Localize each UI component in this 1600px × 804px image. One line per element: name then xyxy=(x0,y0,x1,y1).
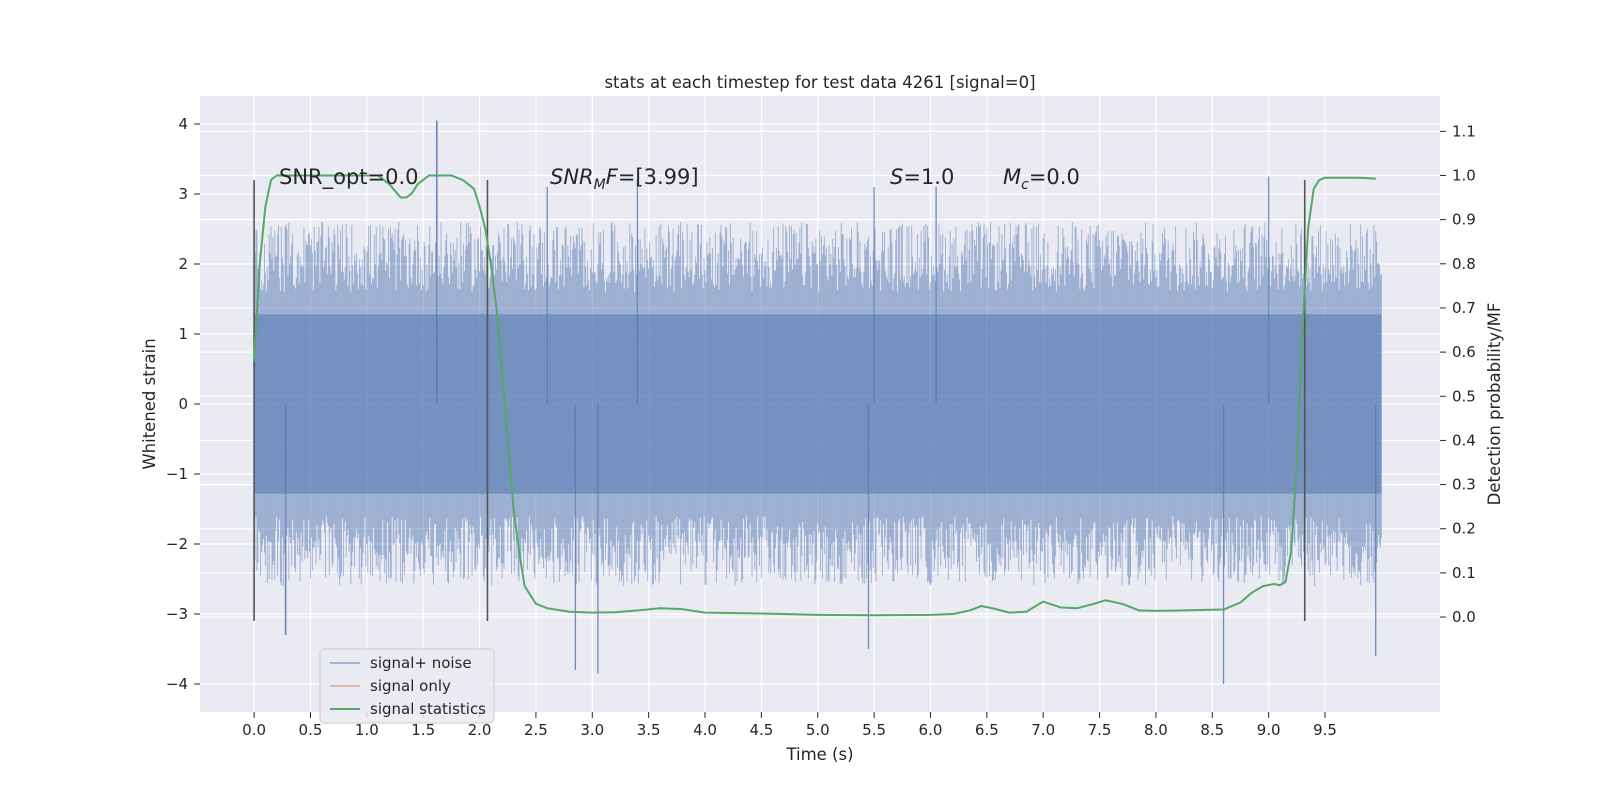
x-tick-label: 4.5 xyxy=(749,721,773,739)
y-tick-label: 2 xyxy=(178,255,188,273)
annotation-s-value: =1.0 xyxy=(903,165,954,189)
y-tick-label: −4 xyxy=(166,675,188,693)
x-tick-label: 7.0 xyxy=(1031,721,1055,739)
chart-title: stats at each timestep for test data 426… xyxy=(604,73,1035,92)
x-tick-label: 6.0 xyxy=(919,721,943,739)
x-tick-label: 4.0 xyxy=(693,721,717,739)
annotation-s: S=1.0 xyxy=(890,165,954,189)
annotation-snr-mf-symbol: SNR xyxy=(550,165,594,189)
statistics-line xyxy=(253,174,1376,617)
legend-label-signal-only: signal only xyxy=(370,677,451,695)
y-right-axis-ticks: 1.1 1.0 0.9 0.8 0.7 0.6 0.5 0.4 0.3 0.2 0.1 0.0 xyxy=(1440,122,1476,626)
statistics-series xyxy=(253,174,1376,617)
x-tick-label: 1.0 xyxy=(355,721,379,739)
y-tick-label: −3 xyxy=(166,605,188,623)
x-tick-label: 9.0 xyxy=(1257,721,1281,739)
y-tick-label: 0 xyxy=(178,395,188,413)
y-right-tick-label: 0.0 xyxy=(1452,608,1476,626)
legend-label-noise: signal+ noise xyxy=(370,654,472,672)
x-tick-label: 0.5 xyxy=(299,721,323,739)
annotation-snr-mf: SNRMF=[3.99] xyxy=(550,165,699,193)
y-axis-ticks: 4 3 2 1 0 −1 −2 −3 −4 xyxy=(166,115,200,693)
vertical-markers xyxy=(253,180,1306,621)
legend-box xyxy=(319,648,495,724)
x-tick-label: 2.0 xyxy=(468,721,492,739)
x-tick-label: 6.5 xyxy=(975,721,999,739)
y-right-tick-label: 1.1 xyxy=(1452,122,1476,140)
y-tick-label: 4 xyxy=(178,115,188,133)
y-right-tick-label: 0.7 xyxy=(1452,299,1476,317)
annotation-snr-mf-suffix: F xyxy=(606,165,619,189)
annotation-s-symbol: S xyxy=(890,165,903,189)
y-tick-label: −2 xyxy=(166,535,188,553)
x-tick-label: 3.0 xyxy=(580,721,604,739)
noise-envelope xyxy=(254,314,1382,494)
y-right-tick-label: 0.8 xyxy=(1452,255,1476,273)
annotation-mc: Mc=0.0 xyxy=(1003,165,1080,193)
annotation-snr-mf-subscript: M xyxy=(594,177,606,193)
legend-label-statistics: signal statistics xyxy=(370,700,486,718)
x-tick-label: 8.5 xyxy=(1200,721,1224,739)
noise-series xyxy=(253,120,1382,684)
y-tick-label: 1 xyxy=(178,325,188,343)
y-right-tick-label: 0.4 xyxy=(1452,431,1476,449)
y-right-tick-label: 0.5 xyxy=(1452,387,1476,405)
annotation-mc-value: =0.0 xyxy=(1029,165,1080,189)
x-tick-label: 5.5 xyxy=(862,721,886,739)
annotation-mc-subscript: c xyxy=(1021,177,1029,193)
y-right-tick-label: 0.1 xyxy=(1452,564,1476,582)
x-tick-label: 7.5 xyxy=(1088,721,1112,739)
annotation-snr-opt: SNR_opt=0.0 xyxy=(279,165,419,190)
x-tick-label: 5.0 xyxy=(806,721,830,739)
x-tick-label: 9.5 xyxy=(1313,721,1337,739)
y-tick-label: −1 xyxy=(166,465,188,483)
y-right-tick-label: 0.3 xyxy=(1452,476,1476,494)
x-axis-ticks: 0.0 0.5 1.0 1.5 2.0 2.5 3.0 3.5 4.0 4.5 5.0 5.5 6.0 6… xyxy=(242,712,1337,739)
x-tick-label: 1.5 xyxy=(411,721,435,739)
x-axis-label: Time (s) xyxy=(785,745,853,764)
x-tick-label: 3.5 xyxy=(637,721,661,739)
y-right-tick-label: 1.0 xyxy=(1452,166,1476,184)
y-right-tick-label: 0.9 xyxy=(1452,211,1476,229)
y-right-tick-label: 0.2 xyxy=(1452,520,1476,538)
annotation-mc-symbol: M xyxy=(1003,165,1021,189)
x-tick-label: 8.0 xyxy=(1144,721,1168,739)
y-right-tick-label: 0.6 xyxy=(1452,343,1476,361)
y-tick-label: 3 xyxy=(178,185,188,203)
x-tick-label: 2.5 xyxy=(524,721,548,739)
legend: signal+ noise signal only signal statist… xyxy=(319,648,495,724)
x-tick-label: 0.0 xyxy=(242,721,266,739)
annotation-snr-mf-value: =[3.99] xyxy=(618,165,699,189)
y-right-axis-label: Detection probability/MF xyxy=(1485,303,1504,506)
y-axis-label: Whitened strain xyxy=(140,338,159,469)
